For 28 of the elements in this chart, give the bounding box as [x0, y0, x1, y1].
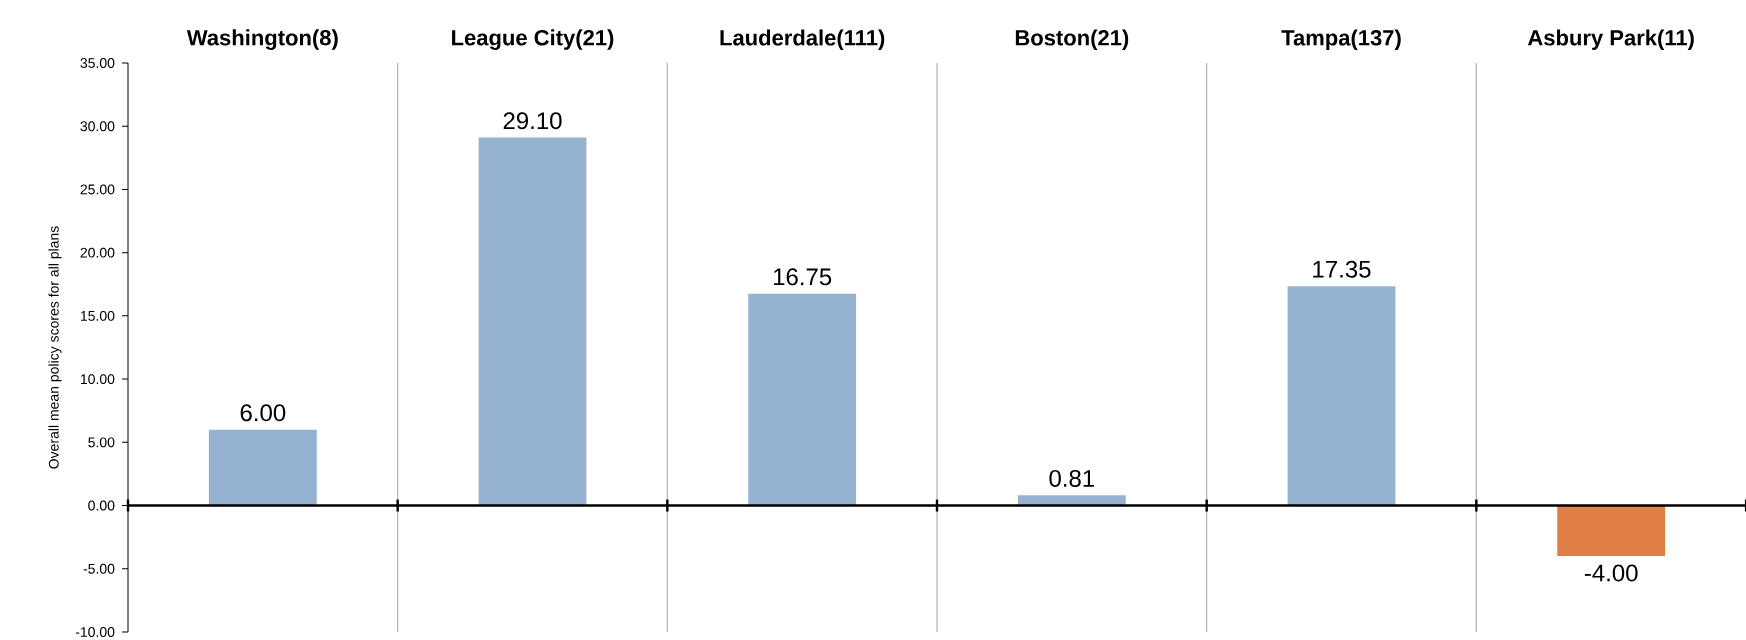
- y-tick-label: 35.00: [80, 58, 115, 68]
- x-tick-label: Asbury Park(11): [1527, 29, 1694, 50]
- y-tick-label: 30.00: [80, 121, 115, 132]
- data-label: 6.00: [240, 404, 286, 422]
- bar: [208, 429, 317, 506]
- y-tick-label: 0.00: [88, 500, 115, 511]
- y-tick-label: -10.00: [75, 627, 115, 637]
- data-label: 17.35: [1313, 260, 1371, 278]
- y-tick-label: 10.00: [80, 374, 115, 385]
- y-tick-label: 5.00: [88, 437, 115, 448]
- y-tick-label: 20.00: [80, 247, 115, 258]
- x-tick-label: League City(21): [452, 29, 614, 50]
- x-tick-label: Tampa(137): [1281, 29, 1401, 50]
- bar: [1287, 286, 1396, 506]
- x-tick-label: Lauderdale(111): [720, 29, 885, 50]
- bar: [748, 293, 857, 506]
- data-label: 16.75: [773, 268, 832, 286]
- x-tick-label: Washington(8): [186, 29, 338, 50]
- bar: [1557, 505, 1666, 557]
- y-tick-label: -5.00: [83, 563, 115, 574]
- data-label: -4.00: [1584, 564, 1638, 582]
- x-tick-label: Boston(21): [1015, 29, 1129, 50]
- data-label: 29.10: [503, 112, 562, 130]
- bar: [478, 137, 587, 506]
- data-label: 0.81: [1049, 469, 1095, 487]
- y-tick-label: 25.00: [80, 184, 115, 195]
- y-tick-label: 15.00: [80, 310, 115, 321]
- y-axis-title: Overall mean policy scores for all plans: [48, 226, 62, 469]
